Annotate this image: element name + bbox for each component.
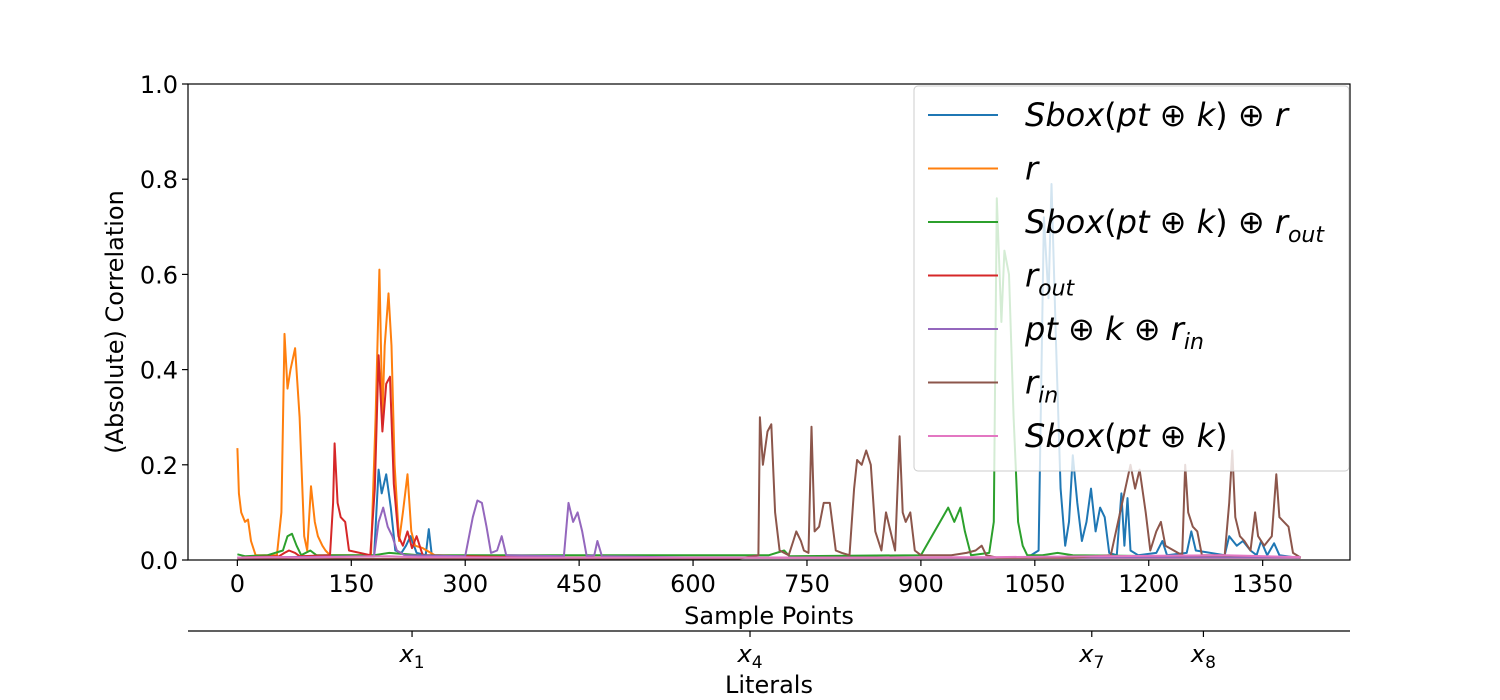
legend-label: Sbox(pt ⊕ k) ⊕ rout [1025,203,1325,248]
legend-box [913,85,1350,472]
x-tick-label: 150 [328,570,374,598]
legend-label: Sbox(pt ⊕ k) ⊕ r [1025,96,1290,134]
series-line-5 [237,499,1301,559]
legend-label: rin [1025,364,1058,409]
legend-label: Sbox(pt ⊕ k) [1025,417,1228,455]
series-lines [236,183,1302,560]
secondary-axis-ticks: x1 x4 x7 x8 [399,631,1216,673]
legend-label: rout [1025,257,1076,302]
y-tick-label: 0.2 [140,452,178,480]
x-axis-title: Sample Points [684,602,854,630]
series-line-3 [237,197,1301,559]
x-axis-ticks: 0 150 300 450 600 750 900 1050 1200 1350 [230,560,1293,598]
y-tick-label: 0.4 [140,357,178,385]
x-tick-label: 300 [442,570,488,598]
series-line-1 [237,183,1297,559]
x-tick-label: 1050 [1004,570,1065,598]
series-line-7 [237,554,1301,559]
secondary-axis-title: Literals [725,671,813,699]
series-line-6 [237,416,1302,560]
y-tick-label: 0.0 [140,547,178,575]
y-tick-label: 1.0 [140,71,178,99]
secondary-tick-label: x4 [736,640,762,673]
secondary-tick-label: x1 [399,640,425,673]
legend-label: pt ⊕ k ⊕ rin [1024,310,1204,355]
secondary-tick-label: x7 [1078,640,1104,673]
x-tick-label: 750 [784,570,830,598]
x-tick-label: 450 [556,570,602,598]
x-tick-label: 600 [670,570,716,598]
legend: Sbox(pt ⊕ k) ⊕ r r Sbox(pt ⊕ k) ⊕ rout rout… [913,85,1350,472]
y-tick-label: 0.6 [140,261,178,289]
y-axis-ticks: 0.0 0.2 0.4 0.6 0.8 1.0 [140,71,188,575]
x-tick-label: 900 [898,570,944,598]
plot-frame [187,83,1351,561]
x-tick-label: 0 [230,570,245,598]
y-axis-title: (Absolute) Correlation [101,190,129,454]
x-tick-label: 1200 [1118,570,1179,598]
legend-items: Sbox(pt ⊕ k) ⊕ r r Sbox(pt ⊕ k) ⊕ rout rout… [928,96,1325,455]
series-line-4 [237,354,1301,559]
x-tick-label: 1350 [1232,570,1293,598]
legend-label: r [1025,150,1040,188]
y-tick-label: 0.8 [140,166,178,194]
secondary-tick-label: x8 [1190,640,1216,673]
